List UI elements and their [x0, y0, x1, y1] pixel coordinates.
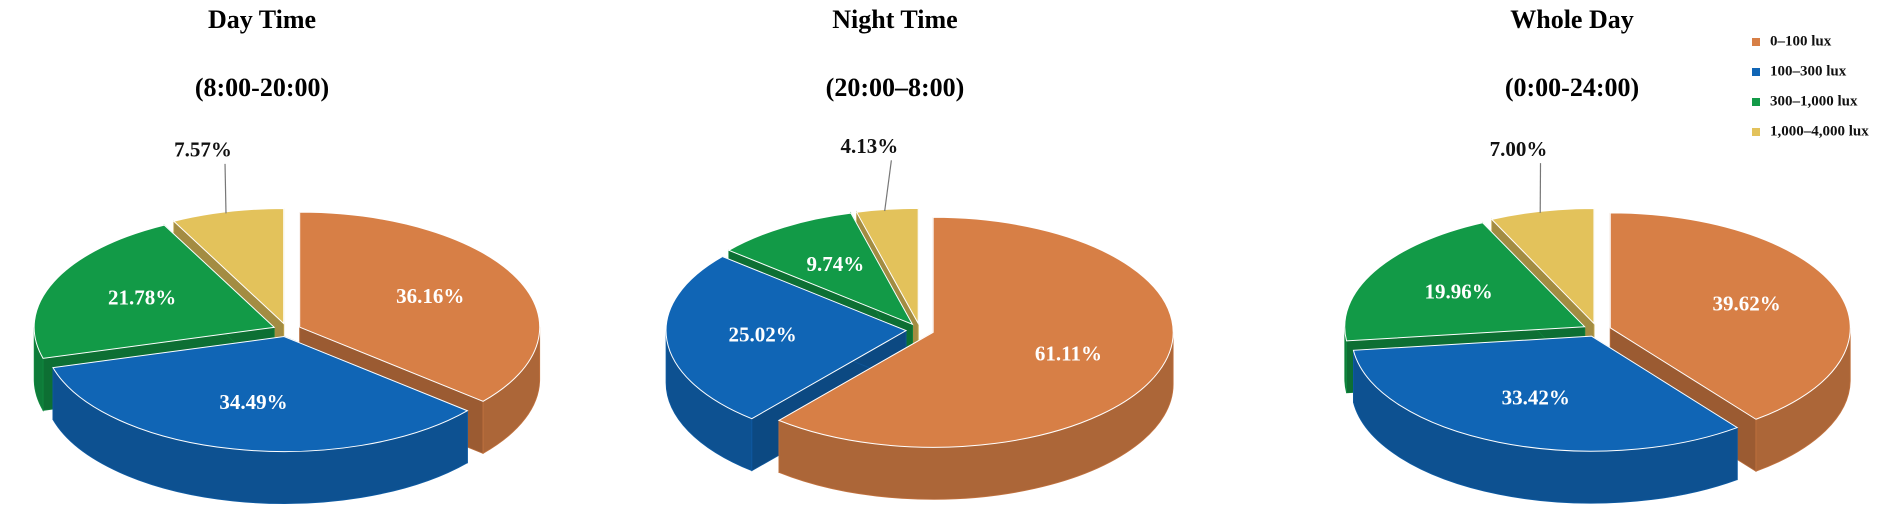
- pie-slice: [855, 207, 919, 326]
- chart-title: Night Time: [832, 5, 957, 34]
- data-label: 39.62%: [1713, 292, 1781, 316]
- legend-swatch: [1752, 98, 1760, 106]
- chart-title: Day Time: [208, 5, 316, 34]
- data-label: 9.74%: [806, 252, 864, 276]
- legend-swatch: [1752, 38, 1760, 46]
- chart-subtitle: (20:00–8:00): [826, 73, 965, 102]
- pie-slice: [52, 336, 469, 453]
- leader-line: [224, 163, 227, 214]
- legend-swatch: [1752, 128, 1760, 136]
- leader-line: [884, 160, 892, 212]
- pie-slice: [299, 211, 541, 402]
- data-label: 7.00%: [1490, 137, 1548, 161]
- pie-slice: [1609, 212, 1851, 420]
- legend-label: 1,000–4,000 lux: [1770, 123, 1869, 139]
- pie-slice: [172, 207, 285, 325]
- data-label: 25.02%: [728, 322, 796, 346]
- chart-title: Whole Day: [1510, 5, 1634, 34]
- pie-slice: [1352, 335, 1739, 452]
- pie-slice: [727, 212, 914, 326]
- data-label: 61.11%: [1035, 342, 1102, 366]
- chart-subtitle: (8:00-20:00): [195, 73, 329, 102]
- legend-swatch: [1752, 68, 1760, 76]
- legend-label: 0–100 lux: [1770, 33, 1832, 49]
- data-label: 34.49%: [219, 390, 287, 414]
- data-label: 4.13%: [840, 134, 898, 158]
- data-label: 36.16%: [396, 284, 464, 308]
- pie-slice: [1344, 222, 1586, 342]
- pie-slice: [1490, 207, 1595, 325]
- data-label: 7.57%: [174, 138, 232, 162]
- data-label: 33.42%: [1502, 386, 1570, 410]
- pie-slice: [33, 224, 276, 359]
- pie-slice: [665, 256, 908, 420]
- data-label: 19.96%: [1425, 279, 1493, 303]
- legend-label: 300–1,000 lux: [1770, 93, 1858, 109]
- data-label: 21.78%: [108, 286, 176, 310]
- legend-label: 100–300 lux: [1770, 63, 1847, 79]
- pie-slice: [777, 216, 1174, 448]
- chart-subtitle: (0:00-24:00): [1505, 73, 1639, 102]
